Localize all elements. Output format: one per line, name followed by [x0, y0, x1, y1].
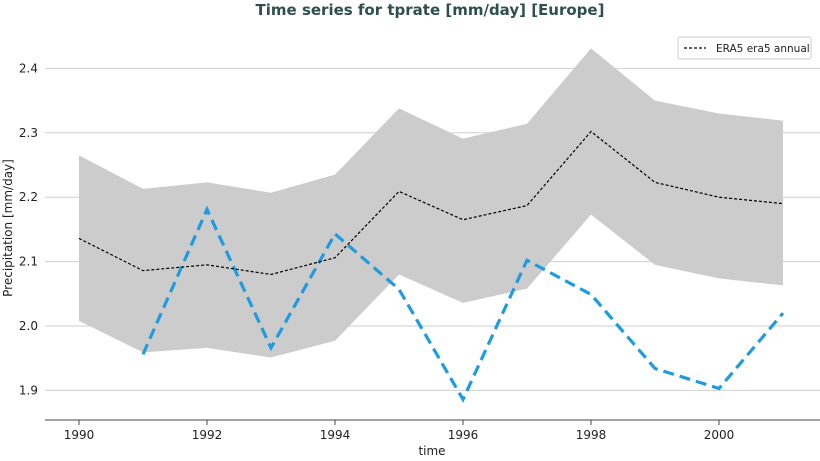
y-tick-label: 2.3 [19, 126, 38, 140]
x-tick-label: 1996 [448, 428, 479, 442]
legend-box [677, 36, 812, 60]
y-tick-label: 2.0 [19, 319, 38, 333]
legend: ERA5 era5 annual [677, 36, 812, 60]
series-line-blue [141, 205, 785, 403]
x-tick-label: 1990 [64, 428, 95, 442]
spread-band [79, 48, 783, 358]
y-tick-label: 2.1 [19, 255, 38, 269]
series-line-era5 [78, 130, 784, 276]
chart-title: Time series for tprate [mm/day] [Europe] [256, 1, 605, 19]
x-tick-label: 2000 [704, 428, 735, 442]
y-tick-label: 2.2 [19, 190, 38, 204]
legend-label: ERA5 era5 annual [716, 43, 810, 55]
x-axis-label: time [418, 444, 445, 457]
y-axis-label: Precipitation [mm/day] [1, 159, 15, 297]
x-tick-label: 1992 [192, 428, 223, 442]
y-tick-label: 2.4 [19, 61, 38, 75]
x-tick-label: 1994 [320, 428, 351, 442]
y-tick-label: 1.9 [19, 383, 38, 397]
x-tick-label: 1998 [576, 428, 607, 442]
